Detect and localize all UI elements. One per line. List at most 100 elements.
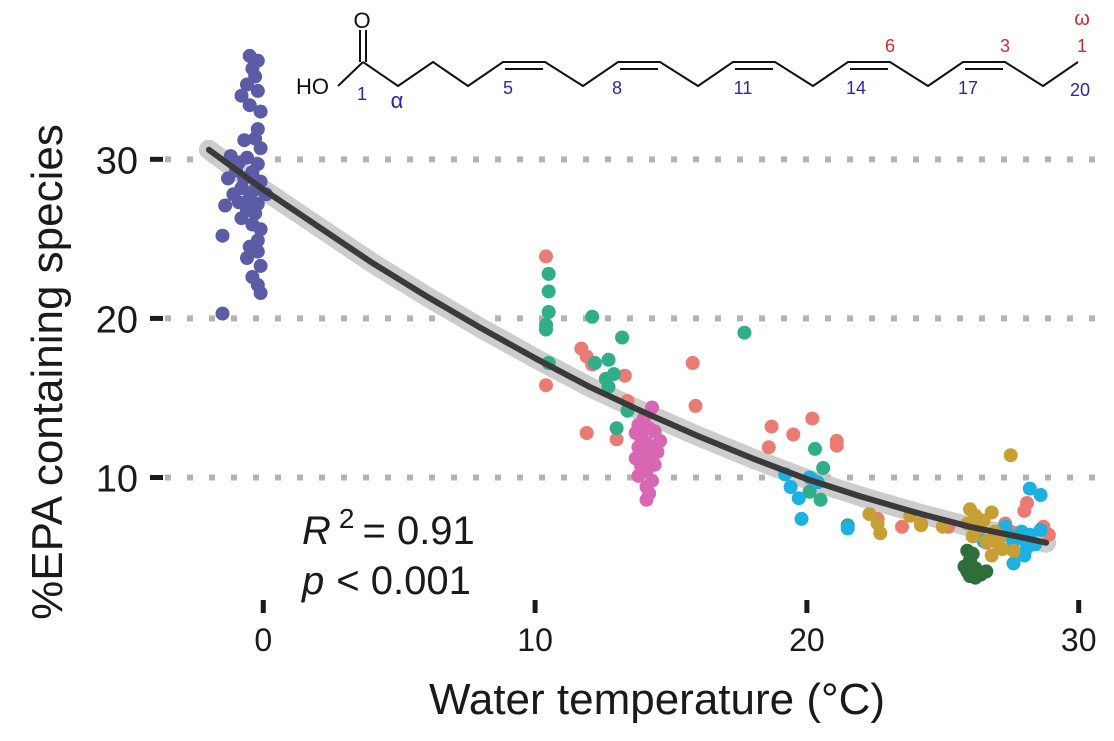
data-point-s0-4 bbox=[240, 77, 254, 92]
data-point-s6-8 bbox=[960, 543, 975, 558]
data-point-s1-5 bbox=[617, 368, 632, 383]
data-point-s5-12 bbox=[979, 534, 994, 549]
data-point-s3-0 bbox=[645, 400, 659, 415]
data-point-s0-40 bbox=[253, 258, 268, 273]
data-point-s2-15 bbox=[737, 325, 752, 340]
data-point-s0-6 bbox=[234, 88, 249, 103]
carbon-14-label: 14 bbox=[846, 78, 866, 98]
data-point-s4-4 bbox=[791, 491, 806, 506]
data-point-s2-14 bbox=[609, 421, 624, 436]
x-tick-label-0: 0 bbox=[254, 622, 272, 658]
data-point-s1-6 bbox=[685, 356, 700, 370]
data-point-s1-9 bbox=[579, 426, 594, 440]
carbon-5-label: 5 bbox=[503, 78, 513, 98]
data-point-s4-6 bbox=[840, 521, 855, 536]
data-point-s2-7 bbox=[587, 356, 602, 370]
data-point-s0-35 bbox=[215, 228, 230, 243]
data-point-s6-7 bbox=[979, 564, 994, 579]
hydroxyl-bond bbox=[337, 61, 364, 87]
data-point-s0-5 bbox=[250, 83, 265, 98]
data-point-s4-1 bbox=[783, 480, 798, 494]
data-point-s0-12 bbox=[253, 141, 268, 156]
data-point-s2-8 bbox=[601, 352, 616, 367]
data-point-s0-38 bbox=[250, 244, 265, 259]
data-point-s0-8 bbox=[253, 104, 268, 119]
r-squared-annotation: R 2 = 0.91 bbox=[302, 503, 475, 553]
carbon-chain bbox=[362, 60, 1079, 88]
data-point-s0-44 bbox=[215, 306, 230, 321]
data-point-s0-32 bbox=[234, 211, 249, 226]
fit-line bbox=[205, 146, 1050, 546]
epa-molecule-structure bbox=[337, 30, 1079, 88]
data-point-s5-17 bbox=[1006, 543, 1021, 558]
data-point-s2-10 bbox=[606, 367, 621, 382]
data-point-s0-34 bbox=[253, 222, 268, 237]
data-point-s0-10 bbox=[237, 133, 252, 148]
data-point-s1-20 bbox=[895, 519, 909, 534]
data-point-s0-31 bbox=[248, 206, 263, 221]
data-point-s2-2 bbox=[541, 305, 556, 319]
data-point-s4-5 bbox=[794, 511, 809, 526]
p-symbol: p bbox=[301, 559, 324, 603]
omega-label: ω bbox=[1074, 8, 1090, 30]
y-tick-label-10: 10 bbox=[96, 459, 138, 501]
data-point-s5-2 bbox=[873, 526, 888, 541]
data-point-s0-43 bbox=[253, 286, 268, 300]
confidence-band bbox=[198, 139, 1057, 553]
y-axis: 10 20 30 bbox=[96, 140, 163, 501]
r-squared-value: = 0.91 bbox=[362, 509, 474, 553]
data-point-s5-18 bbox=[1003, 448, 1018, 463]
data-point-s2-17 bbox=[816, 461, 831, 475]
data-point-s4-14 bbox=[1033, 523, 1048, 537]
hydroxyl-label: HO bbox=[296, 74, 329, 99]
data-point-s0-15 bbox=[240, 150, 254, 165]
data-point-s1-11 bbox=[764, 419, 779, 434]
r-symbol: R bbox=[302, 509, 331, 553]
r-exponent: 2 bbox=[339, 503, 355, 534]
data-point-s1-13 bbox=[805, 411, 820, 426]
y-tick-label-30: 30 bbox=[96, 140, 138, 182]
x-tick-label-10: 10 bbox=[517, 622, 553, 658]
alpha-label: α bbox=[391, 88, 404, 113]
data-point-s4-18 bbox=[1006, 556, 1021, 571]
p-value-annotation: p < 0.001 bbox=[301, 559, 471, 603]
fit-curve bbox=[205, 146, 1050, 546]
carbon-20-label: 20 bbox=[1070, 80, 1090, 100]
data-point-s2-12 bbox=[615, 330, 630, 345]
data-point-s4-15 bbox=[1022, 481, 1037, 496]
data-point-s1-15 bbox=[829, 438, 844, 453]
data-point-s2-6 bbox=[585, 309, 600, 324]
data-point-s2-19 bbox=[813, 492, 828, 507]
data-point-s5-0 bbox=[862, 507, 877, 522]
data-point-s5-4 bbox=[914, 518, 928, 533]
data-point-s1-10 bbox=[609, 432, 624, 447]
data-point-s3-22 bbox=[639, 492, 654, 507]
data-point-s2-1 bbox=[541, 284, 556, 299]
x-axis-title: Water temperature (°C) bbox=[429, 675, 885, 724]
data-point-s2-16 bbox=[808, 441, 822, 456]
data-point-s0-39 bbox=[240, 251, 254, 265]
carbonyl-oxygen: O bbox=[353, 8, 370, 33]
x-axis: 0 10 20 30 bbox=[254, 600, 1096, 658]
p-value-text: < 0.001 bbox=[336, 559, 471, 603]
data-point-s5-11 bbox=[965, 529, 980, 544]
data-point-s1-7 bbox=[688, 398, 703, 413]
carbon-17-label: 17 bbox=[958, 78, 978, 98]
data-point-s3-18 bbox=[631, 468, 646, 483]
omega-1-label: 1 bbox=[1077, 36, 1087, 56]
data-point-s0-19 bbox=[221, 171, 235, 186]
data-point-s6-9 bbox=[963, 569, 977, 584]
data-point-s1-0 bbox=[539, 249, 553, 264]
data-point-s1-1 bbox=[539, 378, 553, 393]
data-point-s5-16 bbox=[984, 548, 999, 563]
data-point-s2-18 bbox=[802, 484, 817, 499]
data-point-s2-11 bbox=[601, 379, 616, 394]
data-point-s5-15 bbox=[995, 542, 1010, 557]
omega-3-label: 3 bbox=[1000, 36, 1010, 56]
y-tick-label-20: 20 bbox=[96, 299, 138, 341]
data-point-s4-20 bbox=[1020, 540, 1034, 555]
data-point-s1-26 bbox=[1020, 496, 1034, 510]
carbon-11-label: 11 bbox=[734, 78, 753, 98]
